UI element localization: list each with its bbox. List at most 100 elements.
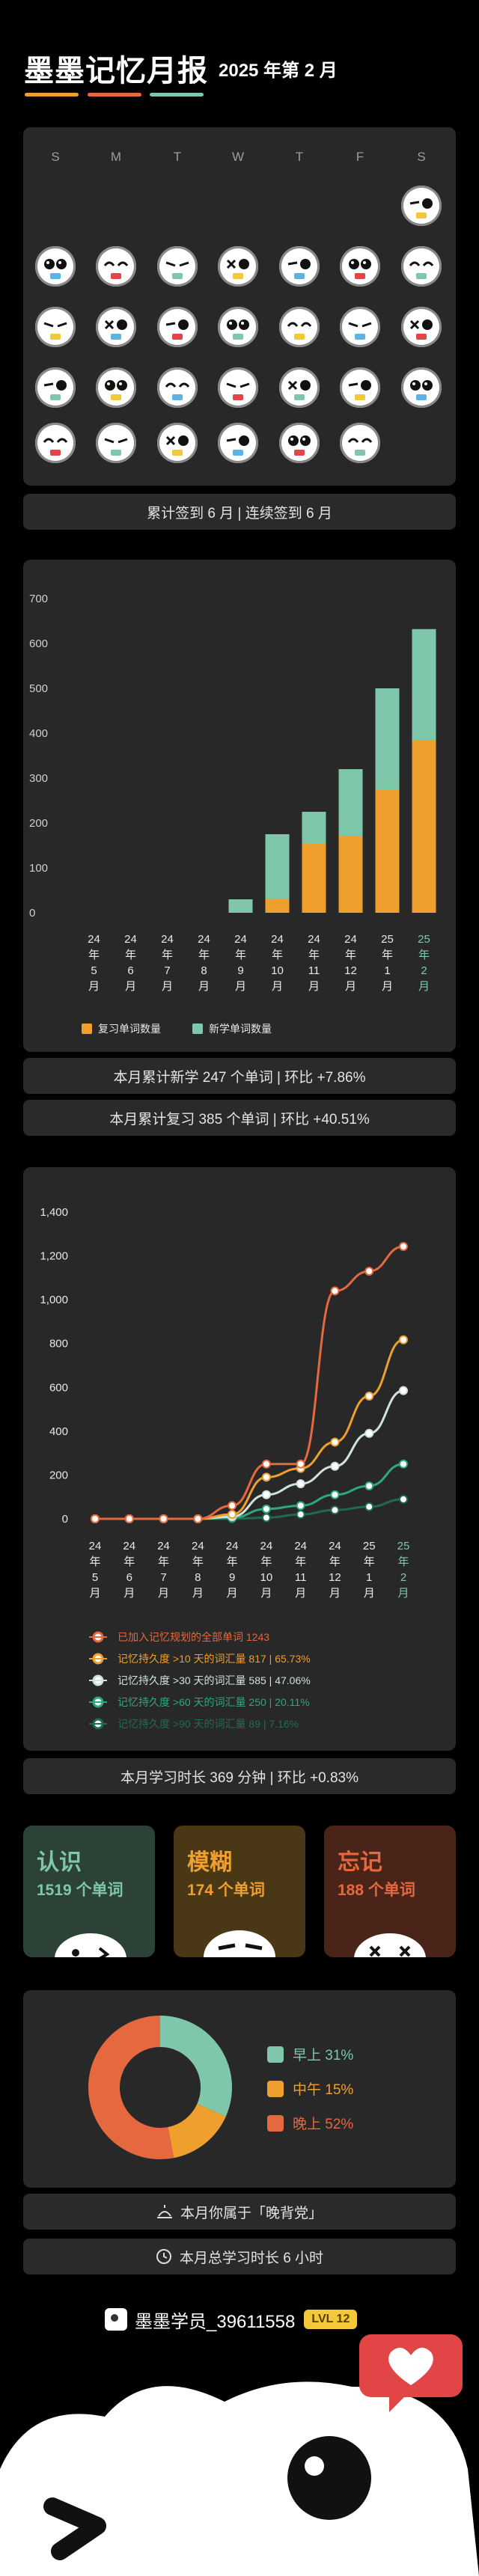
line-x-tick: 25 [397, 1540, 410, 1552]
line-y-tick: 0 [62, 1513, 68, 1526]
bar-x-tick: 24 [271, 933, 284, 946]
line-point [296, 1510, 305, 1520]
bar-x-tick: 月 [418, 980, 430, 993]
bar-x-tick: 24 [161, 933, 174, 946]
bar-x-tick: 年 [162, 949, 173, 961]
heart-notification-icon [359, 2334, 463, 2412]
total-time-text: 本月总学习时长 6 小时 [179, 2250, 324, 2266]
total-time-pill: 本月总学习时长 6 小时 [23, 2239, 456, 2274]
line-x-tick: 月 [89, 1587, 100, 1600]
line-y-tick: 1,000 [40, 1294, 68, 1306]
bar-y-tick: 400 [29, 727, 48, 740]
line-point [330, 1437, 340, 1447]
donut-legend-label: 早上 31% [293, 2047, 353, 2063]
bar-y-tick: 700 [29, 593, 48, 605]
owl-peek-icon [55, 1933, 126, 1957]
line-x-tick: 月 [158, 1587, 169, 1600]
user-name: 墨墨学员_39611558 [135, 2311, 296, 2332]
bar-legend-label: 复习单词数量 [98, 1023, 161, 1035]
report-period: 2025 年第 2 月 [219, 61, 338, 81]
donut-slice [168, 2103, 226, 2159]
level-badge: LVL 12 [304, 2310, 358, 2329]
line-legend-label: 记忆持久度 >30 天的词汇量 585 | 47.06% [118, 1674, 311, 1686]
line-x-tick: 月 [123, 1587, 135, 1600]
bar-x-tick: 24 [234, 933, 247, 946]
checkin-owl-icon [35, 367, 76, 408]
mood-know-title: 认识 [37, 1850, 82, 1875]
line-point [364, 1392, 374, 1401]
mood-card-know: 认识 1519 个单词 [23, 1826, 155, 1957]
line-x-tick: 月 [329, 1587, 341, 1600]
checkin-owl-icon [401, 367, 442, 408]
line-series [95, 1389, 404, 1520]
line-legend-label: 记忆持久度 >90 天的词汇量 89 | 7.16% [118, 1718, 299, 1730]
line-point [399, 1241, 408, 1251]
line-series [95, 1339, 404, 1520]
bar-y-tick: 300 [29, 772, 48, 785]
page-title: 墨墨记忆月报 [24, 55, 208, 88]
line-point [261, 1459, 271, 1469]
line-x-tick: 24 [294, 1540, 307, 1552]
mood-card-fuzzy: 模糊 174 个单词 [174, 1826, 305, 1957]
study-time-summary: 本月学习时长 369 分钟 | 环比 +0.83% [23, 1758, 456, 1794]
bar-x-tick: 月 [88, 980, 100, 993]
bar-segment [228, 899, 253, 913]
donut-slice [88, 2016, 174, 2159]
line-x-tick: 月 [364, 1587, 375, 1600]
bar-x-tick: 年 [235, 949, 246, 961]
user-avatar-icon [105, 2308, 127, 2331]
weekday-label: M [110, 150, 122, 164]
checkin-owl-icon [157, 423, 198, 463]
study-time-summary-text: 本月学习时长 369 分钟 | 环比 +0.83% [120, 1769, 359, 1786]
mood-card-forget: 忘记 188 个单词 [324, 1826, 456, 1957]
line-x-tick: 24 [192, 1540, 204, 1552]
line-y-tick: 1,400 [40, 1206, 68, 1219]
line-chart-card [23, 1167, 456, 1751]
bar-x-tick: 25 [418, 933, 430, 946]
line-chart: 0 200 400 600 800 1,000 1,200 1,400 24 年 5 月 24 年 6 月 24… [40, 1206, 410, 1730]
bar-segment [302, 843, 326, 913]
mood-forget-title: 忘记 [338, 1850, 382, 1875]
checkin-owl-icon [96, 367, 136, 408]
line-series [95, 1498, 404, 1520]
bar-segment [412, 740, 436, 913]
checkin-owl-icon [218, 307, 258, 347]
line-x-tick: 年 [364, 1555, 375, 1568]
line-x-tick: 24 [226, 1540, 239, 1552]
bar-x-tick: 1 [384, 964, 390, 977]
bar-x-tick: 月 [308, 980, 320, 993]
line-x-tick: 24 [89, 1540, 102, 1552]
checkin-owl-icon [218, 423, 258, 463]
checkin-owl-icon [35, 423, 76, 463]
line-x-tick: 24 [123, 1540, 135, 1552]
bar-segment [412, 628, 436, 740]
mood-fuzzy-count: 174 个单词 [187, 1882, 265, 1899]
line-x-tick: 1 [366, 1571, 372, 1584]
line-x-tick: 年 [397, 1555, 409, 1568]
review-words-summary-text: 本月累计复习 385 个单词 | 环比 +40.51% [109, 1111, 370, 1128]
line-x-tick: 10 [260, 1571, 273, 1584]
bar-x-tick: 年 [382, 949, 393, 961]
line-point [261, 1504, 271, 1514]
bar-x-tick: 24 [344, 933, 357, 946]
line-point [399, 1335, 408, 1344]
bar-segment [265, 899, 290, 913]
bar-x-tick: 月 [162, 980, 173, 993]
line-y-tick: 200 [49, 1469, 68, 1481]
line-x-tick: 月 [397, 1587, 409, 1600]
accent-line-red [88, 93, 141, 97]
new-words-summary-text: 本月累计新学 247 个单词 | 环比 +7.86% [113, 1069, 366, 1086]
bar-x-tick: 年 [418, 949, 430, 961]
bar-y-tick: 100 [29, 862, 48, 875]
line-point [364, 1428, 374, 1438]
checkin-owl-icon [279, 307, 320, 347]
bar-x-tick: 年 [345, 949, 356, 961]
line-point [296, 1501, 305, 1511]
weekday-label: S [417, 150, 426, 164]
line-point [330, 1286, 340, 1296]
line-x-tick: 11 [295, 1571, 307, 1584]
line-x-tick: 年 [295, 1555, 306, 1568]
line-point [364, 1267, 374, 1276]
line-x-tick: 月 [295, 1587, 306, 1600]
bar-x-tick: 12 [344, 964, 357, 977]
